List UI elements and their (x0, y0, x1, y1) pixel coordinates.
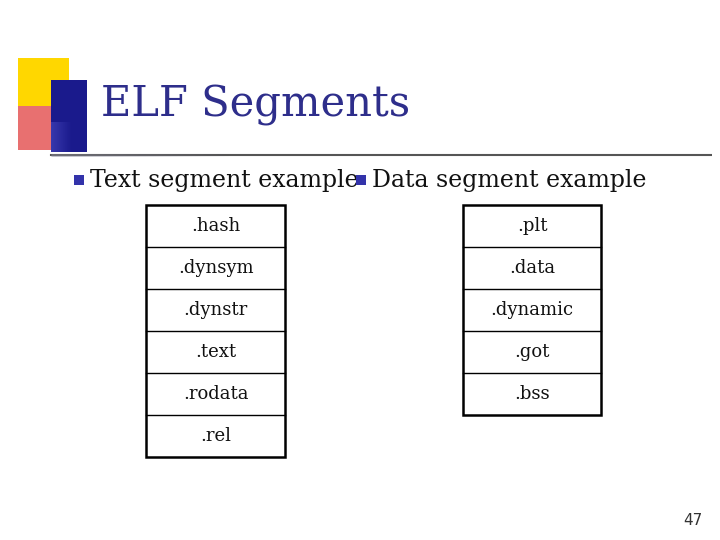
Text: 47: 47 (683, 513, 702, 528)
Bar (64, 122, 66, 152)
Bar (356, 175, 366, 185)
Text: .dynamic: .dynamic (490, 301, 574, 319)
Text: .dynstr: .dynstr (184, 301, 248, 319)
Text: Data segment example: Data segment example (372, 168, 647, 192)
Bar (66, 122, 67, 152)
Text: .got: .got (514, 343, 550, 361)
Text: .dynsym: .dynsym (178, 259, 253, 277)
Bar (60, 122, 61, 152)
Bar (56, 122, 58, 152)
Text: ELF Segments: ELF Segments (101, 84, 410, 126)
Text: .data: .data (509, 259, 555, 277)
Text: .rel: .rel (200, 427, 231, 445)
Bar (67, 122, 68, 152)
Bar (68, 122, 69, 152)
Text: .hash: .hash (191, 217, 240, 235)
Bar (53, 122, 55, 152)
Text: .rodata: .rodata (183, 385, 248, 403)
Text: Text segment example: Text segment example (90, 168, 359, 192)
Bar (63, 122, 64, 152)
Text: .plt: .plt (517, 217, 547, 235)
Text: .text: .text (195, 343, 236, 361)
Bar (463, 205, 601, 415)
Bar (18, 106, 61, 150)
Bar (58, 122, 59, 152)
Bar (69, 122, 71, 152)
Text: .bss: .bss (514, 385, 550, 403)
Bar (18, 58, 69, 110)
Bar (59, 122, 60, 152)
Bar (51, 80, 87, 152)
Bar (61, 122, 63, 152)
Bar (146, 205, 285, 457)
Bar (74, 175, 84, 185)
Bar (55, 122, 56, 152)
Bar (51, 122, 53, 152)
